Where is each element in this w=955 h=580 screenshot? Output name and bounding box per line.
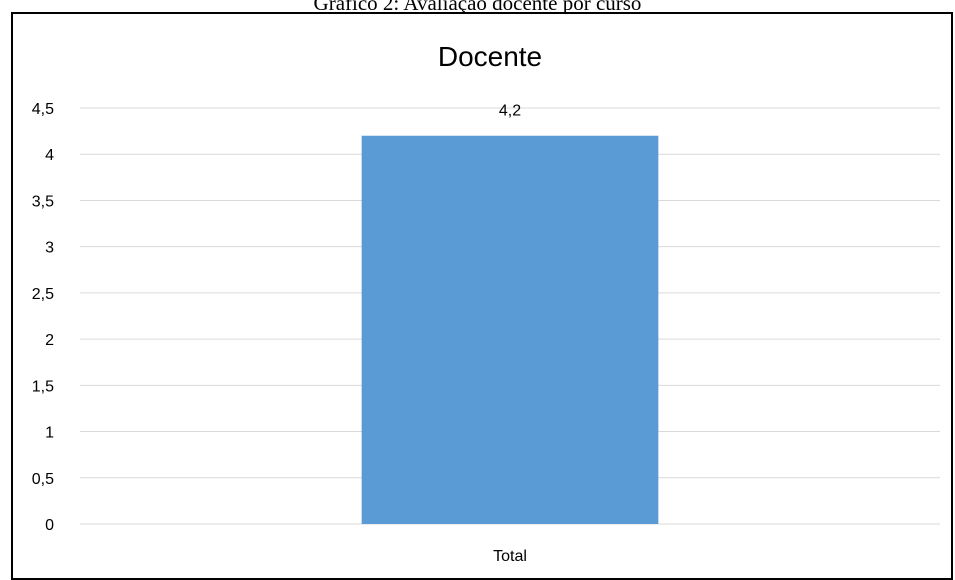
chart-title: Docente xyxy=(438,41,542,72)
x-axis-category-labels: Total xyxy=(493,548,527,565)
y-tick-label: 3 xyxy=(45,240,54,257)
y-tick-label: 3,5 xyxy=(32,193,54,210)
y-tick-label: 4 xyxy=(45,147,54,164)
bar xyxy=(361,135,659,524)
figure-caption: Gráfico 2: Avaliação docente por curso xyxy=(313,0,642,15)
y-tick-label: 2 xyxy=(45,332,54,349)
y-tick-label: 2,5 xyxy=(32,286,54,303)
y-tick-label: 1 xyxy=(45,425,54,442)
data-labels: 4,2 xyxy=(499,103,521,120)
x-category-label: Total xyxy=(493,548,527,565)
y-tick-label: 1,5 xyxy=(32,378,54,395)
bars xyxy=(361,135,659,524)
y-tick-label: 0,5 xyxy=(32,471,54,488)
data-label: 4,2 xyxy=(499,103,521,120)
y-tick-label: 0 xyxy=(45,517,54,534)
y-axis-tick-labels: 0 0,5 1 1,5 2 2,5 3 3,5 4 4,5 xyxy=(32,101,54,534)
y-tick-label: 4,5 xyxy=(32,101,54,118)
